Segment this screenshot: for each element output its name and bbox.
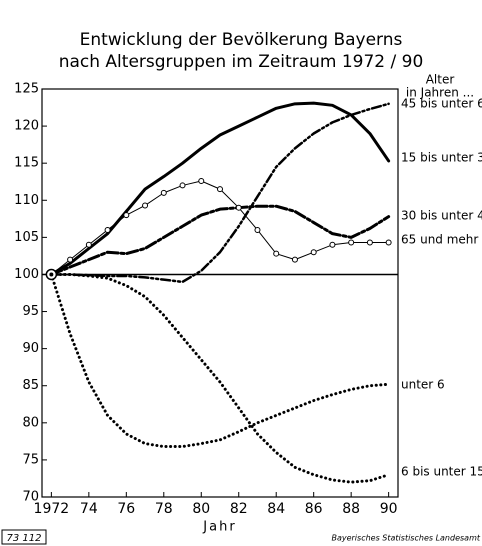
x-tick-label: 84	[267, 501, 285, 517]
y-tick-label: 90	[22, 341, 39, 356]
y-tick-label: 115	[14, 156, 39, 171]
series-line	[49, 204, 391, 276]
code: 73 112	[7, 533, 42, 544]
series-marker	[104, 226, 111, 233]
y-tick-label: 125	[14, 82, 39, 97]
series-line	[50, 180, 390, 275]
x-tick-label: 86	[305, 501, 323, 517]
y-tick-label: 120	[14, 119, 39, 134]
series-line	[49, 272, 391, 449]
y-tick-label: 85	[22, 378, 39, 393]
series-marker	[123, 212, 130, 219]
x-tick-label: 1972	[34, 501, 70, 517]
series-marker	[329, 241, 336, 248]
chart-subtitle: nach Altersgruppen im Zeitraum 1972 / 90	[59, 52, 424, 72]
series-line	[49, 101, 391, 276]
x-tick-label: 90	[380, 501, 398, 517]
series-label: 45 bis unter 65	[401, 97, 482, 111]
series-marker	[254, 226, 261, 233]
source: Bayerisches Statistisches Landesamt	[331, 534, 480, 543]
series-marker	[366, 239, 373, 246]
y-tick-label: 95	[22, 304, 39, 319]
series-label: 6 bis unter 15	[401, 465, 482, 479]
legend-title: in Jahren ...	[406, 86, 474, 100]
x-axis-label: Jahr	[202, 520, 236, 535]
series-label: unter 6	[401, 378, 445, 392]
code-box	[1, 529, 47, 545]
series-marker	[85, 241, 92, 248]
series-marker	[385, 239, 392, 246]
y-tick-label: 100	[14, 267, 39, 282]
y-tick-label: 110	[14, 193, 39, 208]
y-tick-label: 75	[22, 452, 39, 467]
series-label: 65 und mehr	[401, 233, 478, 247]
y-tick-label: 105	[14, 230, 39, 245]
series-marker	[142, 202, 149, 209]
series-marker	[273, 250, 280, 257]
series-line	[50, 102, 390, 284]
series-label: 30 bis unter 45	[401, 209, 482, 223]
chart-title: Entwicklung der Bevölkerung Bayerns	[80, 30, 403, 50]
x-tick-label: 80	[192, 501, 210, 517]
series-marker	[160, 189, 167, 196]
x-tick-label: 78	[155, 501, 173, 517]
x-tick-label: 82	[230, 501, 248, 517]
origin-dot	[49, 272, 54, 277]
series-marker	[179, 182, 186, 189]
series-marker	[198, 177, 205, 184]
series-marker	[67, 256, 74, 263]
series-marker	[235, 204, 242, 211]
series-line	[49, 272, 391, 484]
series-marker	[310, 249, 317, 256]
series-marker	[217, 186, 223, 193]
series-marker	[348, 239, 355, 246]
x-tick-label: 76	[117, 501, 135, 517]
series-label: 15 bis unter 30	[401, 151, 482, 165]
x-tick-label: 88	[342, 501, 360, 517]
plot-frame	[41, 88, 399, 498]
series-marker	[291, 256, 298, 263]
x-tick-label: 74	[80, 501, 98, 517]
legend-title: Alter	[426, 73, 455, 87]
y-tick-label: 80	[22, 415, 39, 430]
y-tick-label: 70	[22, 490, 39, 505]
